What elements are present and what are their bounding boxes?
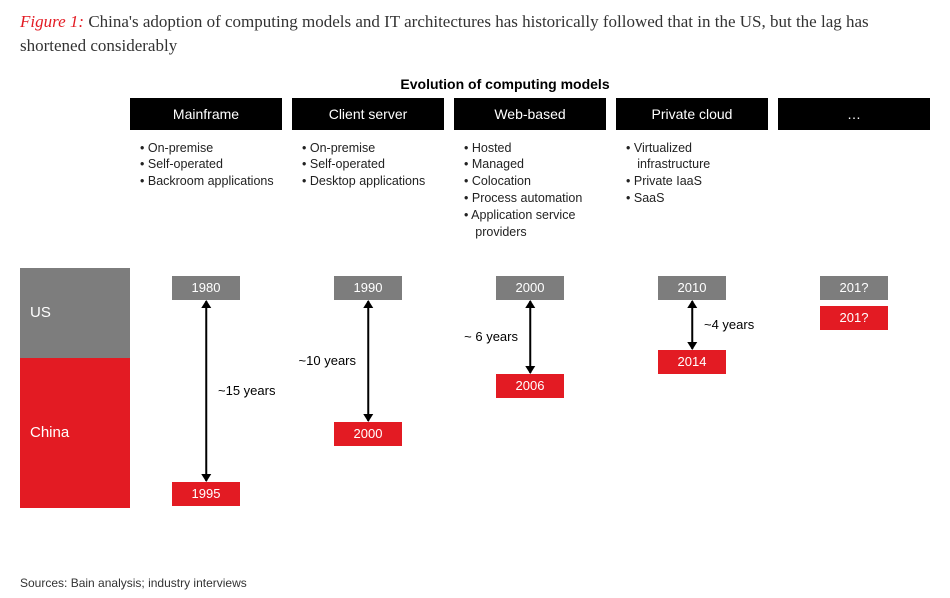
column-header: Mainframe	[130, 98, 282, 130]
us-year-box: 2010	[658, 276, 726, 300]
lag-arrow	[691, 301, 693, 349]
bullet-item: Hosted	[464, 140, 600, 157]
column-4: … 201? 201?	[778, 98, 930, 508]
us-year-box: 1990	[334, 276, 402, 300]
bullet-item: On-premise	[140, 140, 276, 157]
bullet-item: Virtualized infrastructure	[626, 140, 762, 174]
column-1: Client serverOn-premiseSelf-operatedDesk…	[292, 98, 444, 508]
legend-us: US	[20, 268, 130, 358]
column-bullets: Virtualized infrastructurePrivate IaaSSa…	[616, 130, 768, 266]
figure-title: Figure 1: China's adoption of computing …	[20, 10, 930, 58]
timeline: 1980 ~15 years 1995	[130, 266, 282, 508]
column-bullets: On-premiseSelf-operatedBackroom applicat…	[130, 130, 282, 266]
columns-container: MainframeOn-premiseSelf-operatedBackroom…	[130, 98, 930, 508]
us-year-box: 2000	[496, 276, 564, 300]
china-year-box: 2006	[496, 374, 564, 398]
column-bullets: On-premiseSelf-operatedDesktop applicati…	[292, 130, 444, 266]
column-3: Private cloudVirtualized infrastructureP…	[616, 98, 768, 508]
legend-col: USChina	[20, 98, 130, 508]
column-0: MainframeOn-premiseSelf-operatedBackroom…	[130, 98, 282, 508]
bullet-item: Private IaaS	[626, 173, 762, 190]
timeline: 201? 201?	[778, 266, 930, 508]
column-bullets	[778, 130, 930, 266]
figure-label: Figure 1:	[20, 12, 84, 31]
bullet-item: Process automation	[464, 190, 600, 207]
sources-text: Sources: Bain analysis; industry intervi…	[20, 576, 247, 590]
lag-label: ~10 years	[299, 353, 356, 368]
lag-label: ~ 6 years	[464, 329, 518, 344]
bullet-item: Colocation	[464, 173, 600, 190]
lag-arrow	[367, 301, 369, 421]
column-header: Web-based	[454, 98, 606, 130]
column-2: Web-basedHostedManagedColocationProcess …	[454, 98, 606, 508]
bullet-item: Managed	[464, 156, 600, 173]
column-bullets: HostedManagedColocationProcess automatio…	[454, 130, 606, 266]
lag-arrow	[529, 301, 531, 373]
china-year-box: 2014	[658, 350, 726, 374]
us-year-box: 201?	[820, 276, 888, 300]
legend-china: China	[20, 358, 130, 508]
bullet-item: Self-operated	[302, 156, 438, 173]
lag-label: ~15 years	[218, 383, 275, 398]
bullet-item: Desktop applications	[302, 173, 438, 190]
lag-arrow	[205, 301, 207, 481]
timeline: 1990 ~10 years 2000	[292, 266, 444, 508]
column-header: …	[778, 98, 930, 130]
china-year-box: 1995	[172, 482, 240, 506]
bullet-item: Application service providers	[464, 207, 600, 241]
bullet-item: On-premise	[302, 140, 438, 157]
column-header: Private cloud	[616, 98, 768, 130]
lag-label: ~4 years	[704, 317, 754, 332]
us-year-box: 1980	[172, 276, 240, 300]
bullet-item: Self-operated	[140, 156, 276, 173]
column-header: Client server	[292, 98, 444, 130]
timeline: 2010 ~4 years 2014	[616, 266, 768, 508]
main-row: USChina MainframeOn-premiseSelf-operated…	[20, 98, 930, 508]
china-year-box: 201?	[820, 306, 888, 330]
timeline: 2000 ~ 6 years 2006	[454, 266, 606, 508]
chart-title: Evolution of computing models	[80, 76, 930, 92]
china-year-box: 2000	[334, 422, 402, 446]
bullet-item: SaaS	[626, 190, 762, 207]
figure-caption: China's adoption of computing models and…	[20, 12, 869, 55]
bullet-item: Backroom applications	[140, 173, 276, 190]
